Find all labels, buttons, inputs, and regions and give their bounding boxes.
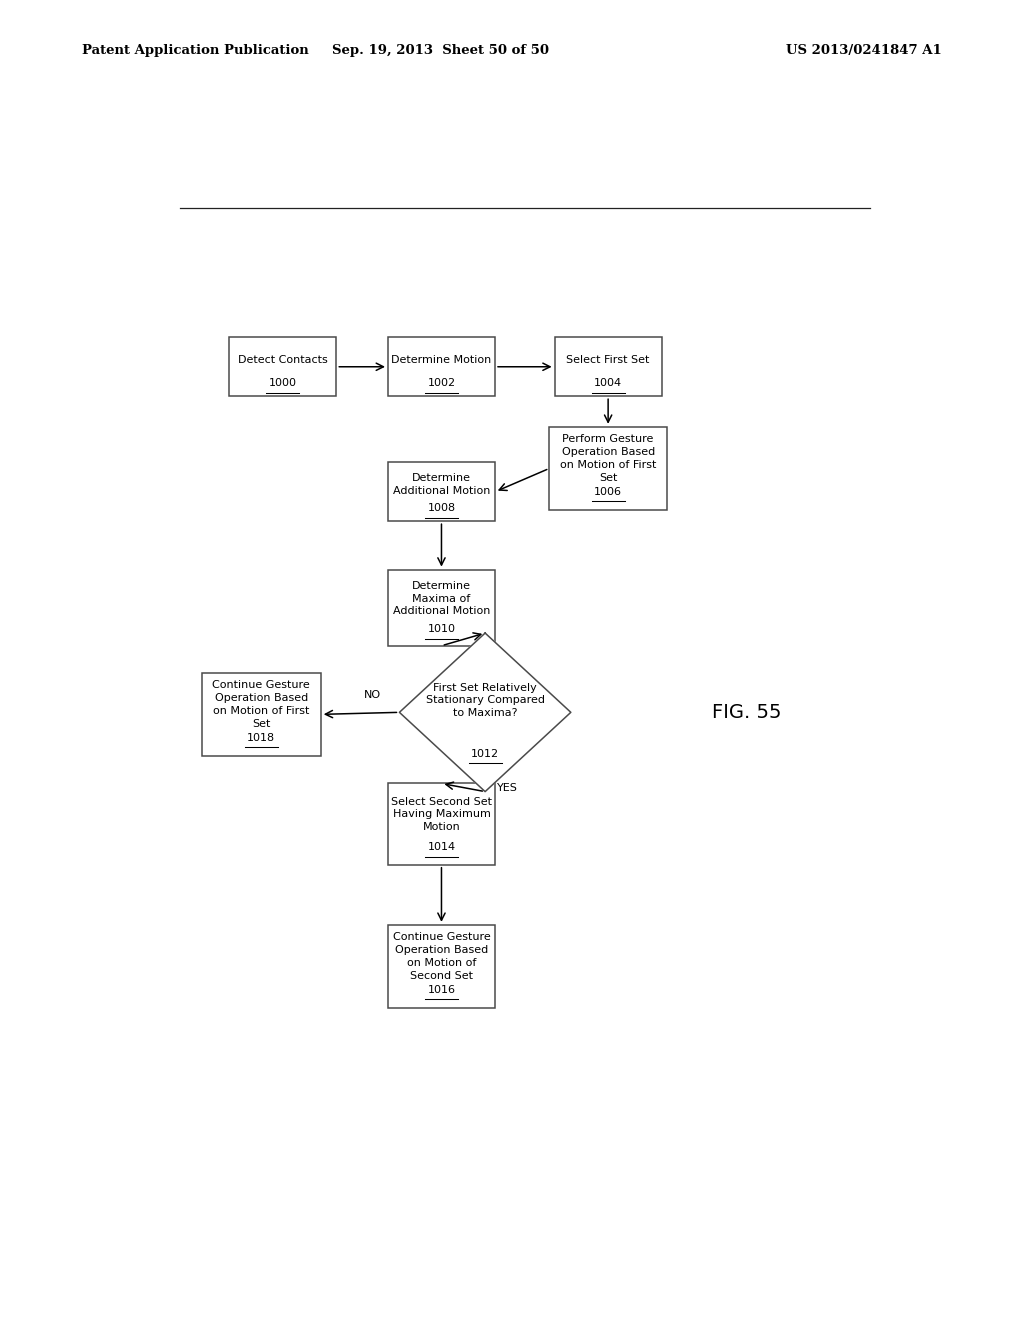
Text: 1000: 1000 xyxy=(268,379,297,388)
Text: 1008: 1008 xyxy=(427,503,456,513)
Text: 1004: 1004 xyxy=(594,379,623,388)
FancyBboxPatch shape xyxy=(202,673,321,756)
FancyBboxPatch shape xyxy=(388,784,495,865)
Text: US 2013/0241847 A1: US 2013/0241847 A1 xyxy=(786,45,942,57)
Text: Determine
Additional Motion: Determine Additional Motion xyxy=(393,474,490,496)
Text: 1014: 1014 xyxy=(427,842,456,851)
Text: Determine Motion: Determine Motion xyxy=(391,355,492,364)
Text: Detect Contacts: Detect Contacts xyxy=(238,355,328,364)
FancyBboxPatch shape xyxy=(388,338,495,396)
FancyBboxPatch shape xyxy=(388,925,495,1008)
Text: Continue Gesture
Operation Based
on Motion of
Second Set: Continue Gesture Operation Based on Moti… xyxy=(392,932,490,981)
Text: Select First Set: Select First Set xyxy=(566,355,650,364)
Polygon shape xyxy=(399,634,570,792)
Text: YES: YES xyxy=(497,783,518,792)
Text: 1012: 1012 xyxy=(471,748,499,759)
Text: FIG. 55: FIG. 55 xyxy=(713,702,781,722)
FancyBboxPatch shape xyxy=(388,462,495,521)
Text: Select Second Set
Having Maximum
Motion: Select Second Set Having Maximum Motion xyxy=(391,796,492,832)
Text: Patent Application Publication: Patent Application Publication xyxy=(82,45,308,57)
Text: First Set Relatively
Stationary Compared
to Maxima?: First Set Relatively Stationary Compared… xyxy=(426,682,545,718)
Text: Perform Gesture
Operation Based
on Motion of First
Set: Perform Gesture Operation Based on Motio… xyxy=(560,434,656,483)
Text: 1010: 1010 xyxy=(427,624,456,634)
Text: Determine
Maxima of
Additional Motion: Determine Maxima of Additional Motion xyxy=(393,581,490,616)
Text: 1002: 1002 xyxy=(427,379,456,388)
Text: NO: NO xyxy=(364,690,381,700)
Text: Sep. 19, 2013  Sheet 50 of 50: Sep. 19, 2013 Sheet 50 of 50 xyxy=(332,45,549,57)
FancyBboxPatch shape xyxy=(555,338,662,396)
FancyBboxPatch shape xyxy=(229,338,336,396)
Text: 1016: 1016 xyxy=(427,985,456,995)
Text: Continue Gesture
Operation Based
on Motion of First
Set: Continue Gesture Operation Based on Moti… xyxy=(212,680,310,729)
Text: 1006: 1006 xyxy=(594,487,623,496)
FancyBboxPatch shape xyxy=(388,569,495,645)
FancyBboxPatch shape xyxy=(550,426,667,510)
Text: 1018: 1018 xyxy=(247,733,275,743)
